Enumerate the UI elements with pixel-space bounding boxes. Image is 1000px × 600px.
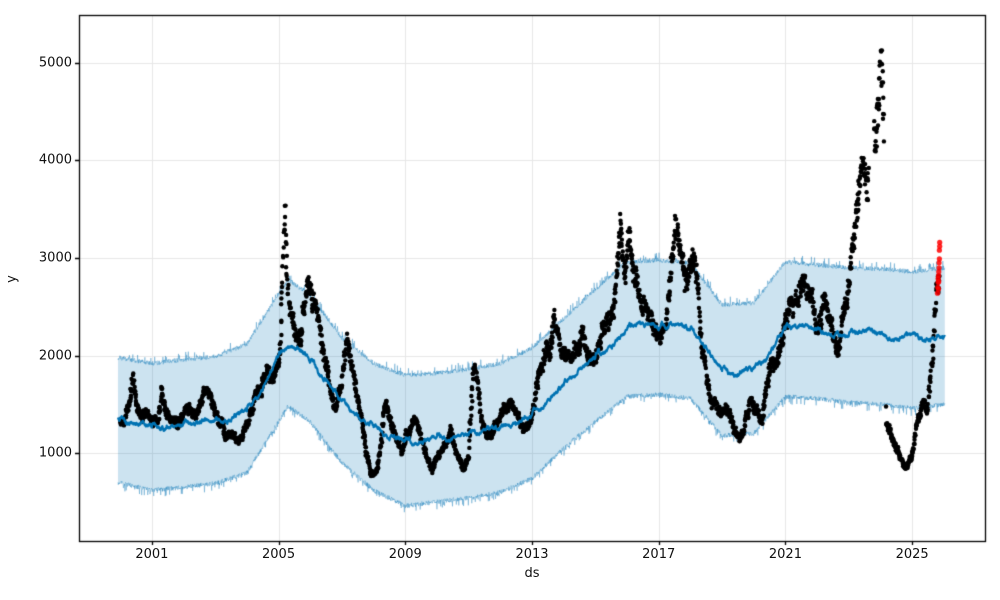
y-axis-label: y (4, 275, 20, 283)
x-axis-label: ds (524, 566, 540, 581)
